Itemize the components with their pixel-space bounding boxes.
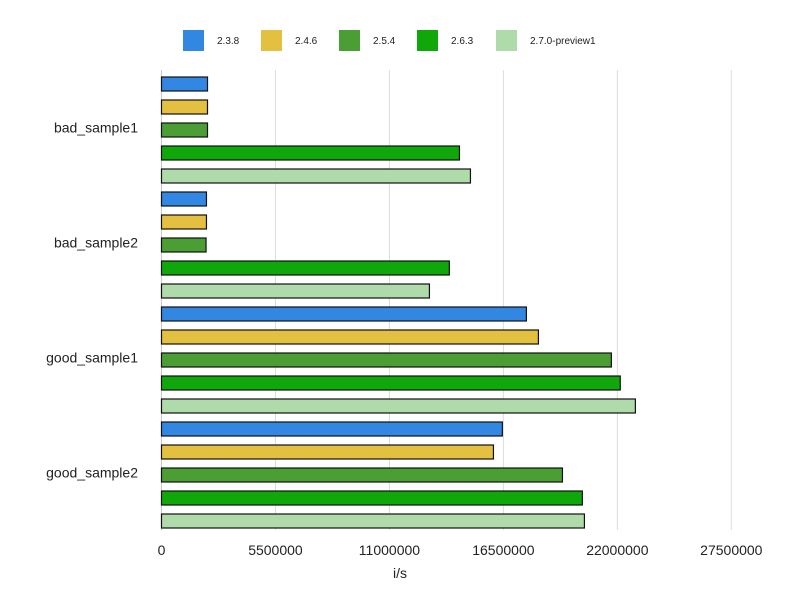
x-axis-labels: 0 5500000 11000000 16500000 22000000 27500000 — [158, 542, 763, 558]
bar-2-5-4-bad_sample1 — [160, 122, 209, 138]
x-tick-label: 5500000 — [248, 542, 303, 558]
y-axis-labels: bad_sample1 bad_sample2 good_sample1 good_s… — [46, 120, 138, 481]
bar-2-7-0-preview1-good_sample1 — [160, 398, 636, 414]
bar-2-5-4-good_sample2 — [160, 467, 564, 483]
x-tick-label: 16500000 — [472, 542, 535, 558]
legend-swatch — [339, 30, 360, 51]
legend: 2.3.8 2.4.6 2.5.4 2.6.3 2.7.0-preview1 — [183, 30, 596, 51]
bar-2-6-3-bad_sample1 — [160, 145, 461, 161]
y-category-label: good_sample2 — [46, 465, 138, 481]
x-axis-title: i/s — [393, 565, 407, 581]
bar-2-6-3-good_sample1 — [160, 375, 621, 391]
legend-label: 2.6.3 — [451, 36, 474, 47]
bar-2-3-8-bad_sample1 — [160, 76, 209, 92]
y-category-label: bad_sample2 — [54, 235, 138, 251]
x-tick-label: 27500000 — [700, 542, 763, 558]
bar-2-6-3-bad_sample2 — [160, 260, 450, 276]
legend-label: 2.3.8 — [217, 36, 240, 47]
legend-label: 2.5.4 — [373, 36, 396, 47]
legend-swatch — [261, 30, 282, 51]
bar-2-7-0-preview1-bad_sample1 — [160, 168, 472, 184]
bar-2-3-8-bad_sample2 — [160, 191, 208, 207]
x-tick-label: 11000000 — [359, 542, 420, 558]
bar-2-5-4-bad_sample2 — [160, 237, 207, 253]
legend-swatch — [417, 30, 438, 51]
legend-swatch — [183, 30, 204, 51]
bar-2-4-6-good_sample1 — [160, 329, 540, 345]
x-tick-label: 0 — [158, 542, 166, 558]
bar-2-4-6-good_sample2 — [160, 444, 495, 460]
grid-lines — [161, 70, 732, 530]
bar-2-3-8-good_sample2 — [160, 421, 503, 437]
bar-2-3-8-good_sample1 — [160, 306, 527, 322]
y-category-label: good_sample1 — [46, 350, 138, 366]
y-category-label: bad_sample1 — [54, 120, 138, 136]
bar-2-4-6-bad_sample2 — [160, 214, 208, 230]
legend-swatch — [496, 30, 517, 51]
bar-2-7-0-preview1-bad_sample2 — [160, 283, 431, 299]
legend-label: 2.4.6 — [295, 36, 318, 47]
x-tick-label: 22000000 — [586, 542, 649, 558]
bars — [160, 76, 636, 529]
bar-2-4-6-bad_sample1 — [160, 99, 209, 115]
bar-2-6-3-good_sample2 — [160, 490, 583, 506]
bar-2-5-4-good_sample1 — [160, 352, 612, 368]
legend-label: 2.7.0-preview1 — [530, 36, 596, 47]
bar-2-7-0-preview1-good_sample2 — [160, 513, 586, 529]
